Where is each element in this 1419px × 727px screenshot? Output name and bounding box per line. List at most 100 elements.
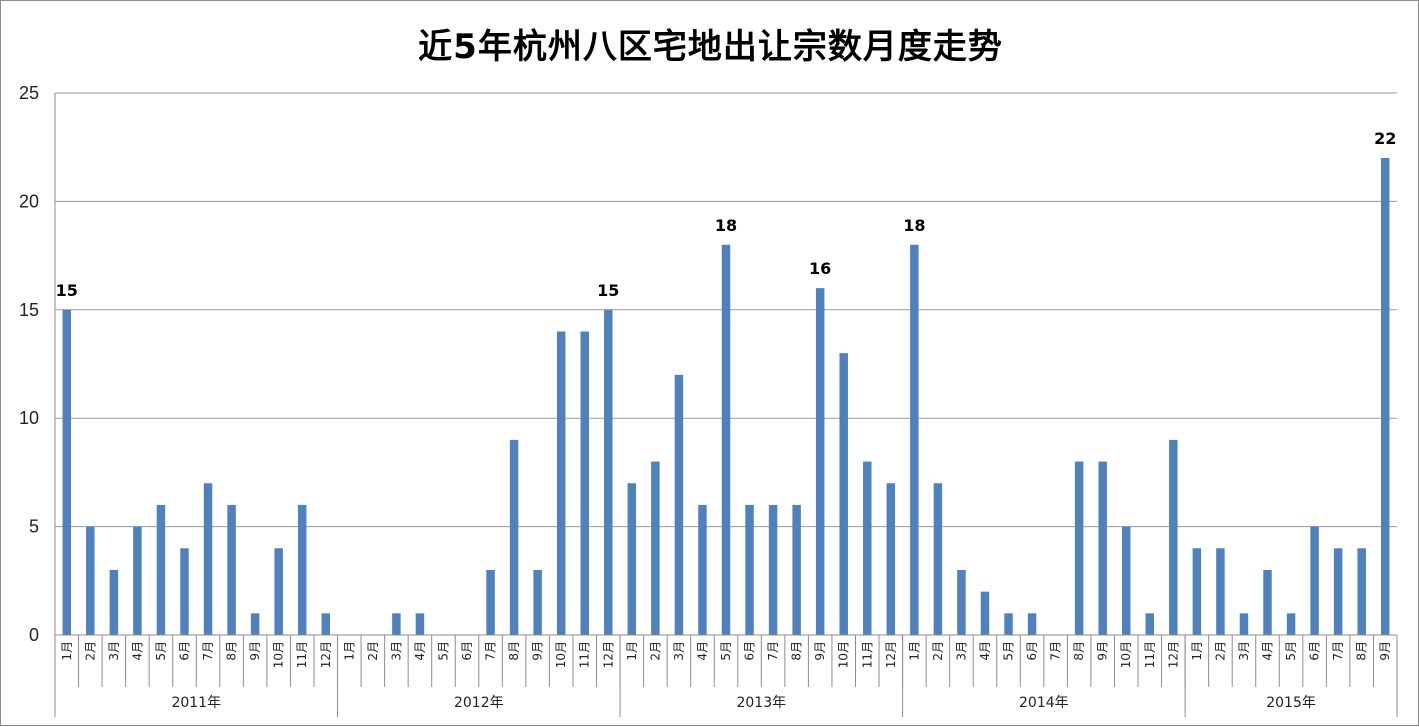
bar <box>415 613 425 635</box>
bar <box>156 504 166 635</box>
x-tick-label: 5月 <box>154 641 168 661</box>
x-tick-label: 2月 <box>1213 641 1227 661</box>
bar <box>886 483 896 635</box>
x-tick-label: 4月 <box>130 641 144 661</box>
y-tick-label: 10 <box>19 408 39 428</box>
x-tick-label: 1月 <box>60 641 74 661</box>
x-tick-label: 11月 <box>860 641 874 668</box>
x-tick-label: 2月 <box>931 641 945 661</box>
year-label: 2014年 <box>1019 695 1069 711</box>
x-tick-label: 3月 <box>672 641 686 661</box>
bar <box>768 504 778 635</box>
x-tick-label: 4月 <box>413 641 427 661</box>
data-label: 18 <box>903 216 925 235</box>
x-tick-label: 2月 <box>648 641 662 661</box>
bar <box>957 569 966 635</box>
y-tick-label: 20 <box>19 191 39 211</box>
bar <box>1122 526 1131 635</box>
x-tick-label: 11月 <box>295 641 309 668</box>
x-tick-label: 1月 <box>907 641 921 661</box>
x-tick-label: 11月 <box>1143 641 1157 668</box>
bar <box>792 504 801 635</box>
x-tick-label: 10月 <box>1119 641 1133 668</box>
bar <box>321 613 330 635</box>
bar <box>745 504 754 635</box>
bar <box>815 288 825 635</box>
x-tick-label: 5月 <box>1002 641 1016 661</box>
x-tick-label: 3月 <box>1237 641 1251 661</box>
bar <box>203 483 213 635</box>
bar <box>1169 439 1178 635</box>
bar <box>627 483 637 635</box>
x-tick-label: 7月 <box>484 641 498 661</box>
x-tick-label: 6月 <box>460 641 474 661</box>
bar <box>863 461 872 635</box>
bar <box>392 613 401 635</box>
x-tick-label: 11月 <box>578 641 592 668</box>
x-tick-label: 4月 <box>978 641 992 661</box>
x-tick-label: 6月 <box>1025 641 1039 661</box>
bar <box>227 504 236 635</box>
bar <box>180 548 189 635</box>
x-tick-label: 12月 <box>319 641 333 668</box>
bar <box>1098 461 1107 635</box>
bar <box>1239 613 1249 635</box>
x-tick-label: 5月 <box>719 641 733 661</box>
bar <box>1145 613 1155 635</box>
x-tick-label: 8月 <box>507 641 521 661</box>
x-tick-label: 6月 <box>1308 641 1322 661</box>
x-tick-label: 9月 <box>1096 641 1110 661</box>
bar <box>486 569 495 635</box>
bar <box>1380 158 1390 636</box>
x-tick-label: 10月 <box>272 641 286 668</box>
x-tick-label: 4月 <box>695 641 709 661</box>
x-tick-label: 3月 <box>107 641 121 661</box>
bar <box>651 461 660 635</box>
x-tick-label: 8月 <box>225 641 239 661</box>
x-tick-label: 12月 <box>601 641 615 668</box>
x-tick-label: 6月 <box>743 641 757 661</box>
y-tick-label: 5 <box>29 517 39 537</box>
chart-title: 近5年杭州八区宅地出让宗数月度走势 <box>418 27 1003 67</box>
bar <box>1333 548 1343 635</box>
x-tick-label: 7月 <box>201 641 215 661</box>
x-tick-label: 9月 <box>813 641 827 661</box>
x-tick-label: 3月 <box>389 641 403 661</box>
x-tick-label: 12月 <box>884 641 898 668</box>
bar <box>133 526 142 635</box>
data-label: 22 <box>1374 129 1396 148</box>
x-tick-label: 8月 <box>790 641 804 661</box>
x-tick-label: 7月 <box>1049 641 1063 661</box>
bar <box>533 569 542 635</box>
bar <box>1004 613 1013 635</box>
x-tick-label: 12月 <box>1166 641 1180 668</box>
bar <box>274 548 283 635</box>
year-label: 2015年 <box>1266 695 1316 711</box>
bar <box>674 374 684 635</box>
bar <box>86 526 95 635</box>
x-tick-label: 6月 <box>177 641 191 661</box>
x-tick-label: 10月 <box>837 641 851 668</box>
x-tick-label: 2月 <box>83 641 97 661</box>
x-tick-label: 2月 <box>366 641 380 661</box>
bar <box>580 331 589 635</box>
bar <box>910 244 919 635</box>
bar <box>698 504 707 635</box>
data-label: 18 <box>715 216 737 235</box>
x-tick-label: 4月 <box>1261 641 1275 661</box>
year-label: 2013年 <box>736 695 786 711</box>
bar <box>109 569 119 635</box>
x-tick-label: 9月 <box>1378 641 1392 661</box>
bar <box>1310 526 1319 635</box>
bar <box>1192 548 1202 635</box>
y-tick-label: 25 <box>19 83 39 103</box>
bar <box>62 309 72 635</box>
bar <box>1286 613 1296 635</box>
x-tick-label: 7月 <box>766 641 780 661</box>
x-tick-label: 9月 <box>248 641 262 661</box>
bar <box>933 483 943 635</box>
bar <box>250 613 260 635</box>
x-tick-label: 7月 <box>1331 641 1345 661</box>
